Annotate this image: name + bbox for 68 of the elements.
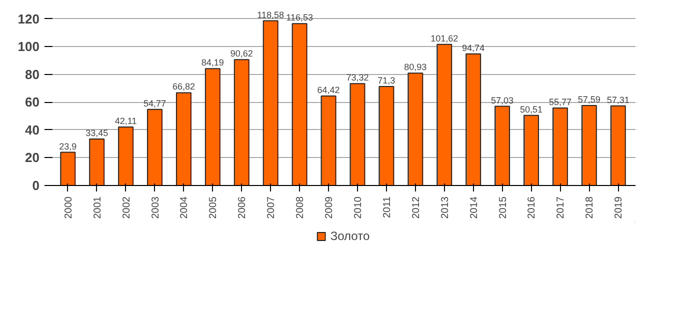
data-label: 84,19 <box>201 58 224 68</box>
bar <box>350 83 366 186</box>
x-tick-label: 2009 <box>324 196 336 219</box>
x-tick-label: 2000 <box>63 196 74 219</box>
bar <box>378 86 394 186</box>
y-tick-label: 40 <box>25 122 40 138</box>
legend-label: Золото <box>330 229 370 243</box>
data-label: 42,11 <box>114 116 137 126</box>
x-tick-label: 2004 <box>179 196 190 219</box>
bar <box>292 23 308 186</box>
data-label: 71,3 <box>378 75 396 86</box>
y-tick-label: 0 <box>32 178 40 193</box>
bar <box>552 108 568 186</box>
data-label: 54,77 <box>143 98 166 108</box>
x-tick-label: 2012 <box>410 196 422 219</box>
x-tick-label: 2003 <box>150 196 162 219</box>
y-tick-label: 100 <box>18 39 40 54</box>
bar <box>408 72 424 186</box>
x-tick-label: 2014 <box>468 196 480 219</box>
data-label: 90,62 <box>230 48 253 59</box>
x-tick-label: 2011 <box>382 196 393 218</box>
data-label: 33,45 <box>86 128 108 138</box>
bar <box>118 126 134 186</box>
y-tick-label: 120 <box>18 11 40 26</box>
x-tick-label: 2005 <box>208 196 220 219</box>
data-label: 57,31 <box>606 94 630 105</box>
data-label: 23,9 <box>59 141 77 152</box>
data-label: 118,58 <box>257 10 284 20</box>
y-tick-label: 20 <box>25 150 40 166</box>
x-tick-label: 2006 <box>237 196 248 219</box>
data-label: 50,51 <box>520 104 543 114</box>
data-label: 94,74 <box>462 42 485 53</box>
x-tick-label: 2001 <box>92 196 104 219</box>
bar <box>262 20 278 186</box>
x-tick-label: 2007 <box>266 196 278 219</box>
data-label: 73,32 <box>346 72 369 83</box>
x-tick-label: 2008 <box>295 196 306 219</box>
data-label: 55,77 <box>548 97 572 108</box>
data-label: 57,03 <box>491 95 514 106</box>
y-tick-label: 80 <box>25 66 40 82</box>
bar <box>147 108 162 186</box>
data-label: 80,93 <box>404 62 427 72</box>
x-tick-label: 2019 <box>614 196 625 219</box>
bar <box>610 105 626 186</box>
bar <box>89 138 105 186</box>
x-tick-label: 2017 <box>556 196 567 219</box>
data-label: 66,82 <box>172 82 195 92</box>
data-label: 57,59 <box>578 94 600 105</box>
data-label: 101,62 <box>430 33 458 44</box>
bar <box>60 152 76 186</box>
x-tick-label: 2015 <box>498 196 509 219</box>
bar <box>234 59 250 186</box>
y-tick-label: 60 <box>25 94 40 110</box>
bar <box>436 44 452 186</box>
data-label: 116,53 <box>286 12 313 23</box>
bar <box>581 105 597 186</box>
x-tick-label: 2013 <box>440 196 451 219</box>
x-tick-label: 2016 <box>526 196 538 219</box>
bar <box>204 68 220 186</box>
data-label: 64,42 <box>317 85 340 96</box>
bar <box>176 92 192 186</box>
bar <box>320 96 336 186</box>
x-tick-label: 2010 <box>352 196 364 219</box>
bar <box>524 114 539 186</box>
x-tick-label: 2018 <box>584 196 596 219</box>
bar <box>466 53 482 186</box>
bar <box>494 106 510 186</box>
x-tick-label: 2002 <box>121 196 132 219</box>
